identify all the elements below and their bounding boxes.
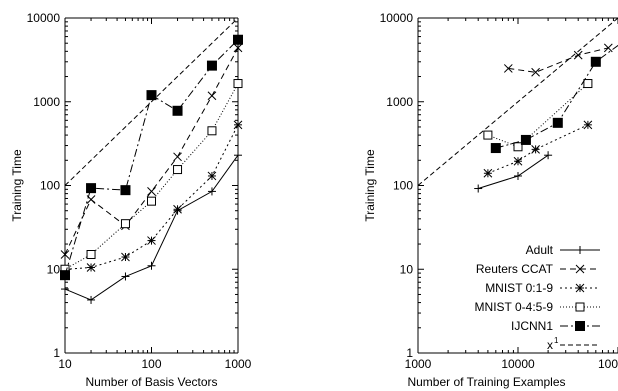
marker-star (207, 171, 217, 181)
marker-x (573, 50, 583, 60)
marker-x (173, 152, 182, 162)
marker-x (233, 43, 243, 53)
x-tick-label: 100000 (598, 357, 618, 371)
series-line (487, 124, 589, 174)
marker-square-open (575, 302, 585, 312)
series-group (60, 17, 243, 304)
series-line (417, 17, 618, 186)
legend-label: MNIST 0:1-9 (485, 281, 553, 295)
marker-star (513, 156, 523, 166)
marker-square-filled (172, 105, 183, 116)
marker-square-open (233, 79, 243, 89)
series-group (417, 17, 618, 193)
marker-square-filled (206, 60, 217, 71)
marker-square-filled (520, 134, 531, 145)
marker-x (503, 64, 513, 73)
marker-square-filled (490, 143, 501, 154)
series-line (508, 47, 609, 73)
legend-label: Reuters CCAT (476, 262, 554, 276)
marker-square-open (120, 219, 130, 229)
marker-square-open (513, 142, 523, 152)
y-tick-label: 10000 (27, 11, 61, 25)
marker-star (583, 120, 593, 130)
y-axis-label: Training Time (10, 149, 24, 222)
marker-star (147, 236, 156, 245)
marker-x (86, 195, 96, 204)
marker-star (575, 283, 585, 293)
y-tick-label: 100 (40, 179, 60, 193)
marker-x (575, 264, 585, 274)
marker-x (60, 250, 70, 259)
y-tick-label: 1 (53, 346, 60, 360)
marker-square-open (483, 130, 493, 140)
marker-square-open (147, 196, 156, 206)
marker-star (86, 263, 96, 272)
marker-x (603, 43, 613, 53)
marker-star (121, 252, 130, 262)
x-tick-label: 1000 (405, 357, 432, 371)
marker-x (147, 187, 156, 196)
series-line (495, 44, 618, 149)
marker-star (233, 120, 243, 130)
legend-superscript: 1 (554, 336, 559, 345)
marker-square-open (207, 126, 217, 136)
marker-square-filled (146, 90, 157, 101)
chart-panel-2: 1000 10000 100000 1 10 100 1000 10000 Number of … (363, 11, 618, 389)
y-tick-label: 10000 (380, 11, 414, 25)
marker-square-open (583, 79, 593, 89)
marker-star (173, 204, 182, 214)
marker-square-open (86, 250, 96, 260)
marker-square-open (173, 165, 183, 175)
y-tick-label: 1000 (33, 95, 60, 109)
legend-label: MNIST 0-4:5-9 (475, 300, 554, 314)
x-axis-label: Number of Training Examples (407, 375, 565, 389)
marker-x (531, 67, 540, 77)
marker-square-filled (120, 185, 131, 196)
marker-square-filled (233, 34, 243, 45)
x-tick-label: 10000 (501, 357, 535, 371)
y-tick-label: 1000 (386, 95, 413, 109)
marker-star (531, 145, 540, 154)
y-tick-label: 100 (393, 179, 413, 193)
legend-label: x (547, 338, 553, 352)
legend-label: IJCNN1 (511, 319, 553, 333)
series-line (487, 83, 589, 148)
marker-star (483, 168, 493, 178)
series-line (64, 17, 239, 186)
marker-square-filled (552, 117, 563, 128)
y-axis-label: Training Time (363, 149, 377, 222)
y-tick-label: 1 (406, 346, 413, 360)
marker-x (207, 91, 217, 101)
x-tick-label: 1000 (225, 357, 252, 371)
x-tick-label: 10 (58, 357, 72, 371)
marker-square-filled (590, 56, 601, 67)
legend-label: Adult (526, 243, 554, 257)
x-tick-label: 100 (141, 357, 161, 371)
x-axis-label: Number of Basis Vectors (85, 375, 217, 389)
y-tick-label: 10 (47, 262, 61, 276)
marker-square-filled (575, 321, 585, 331)
y-tick-label: 10 (400, 262, 414, 276)
marker-square-filled (86, 183, 97, 194)
legend: Adult Reuters CCAT MNIST 0:1-9 MNIST 0-4:5-… (475, 243, 600, 352)
marker-square-filled (60, 270, 70, 281)
series-line (64, 47, 239, 255)
